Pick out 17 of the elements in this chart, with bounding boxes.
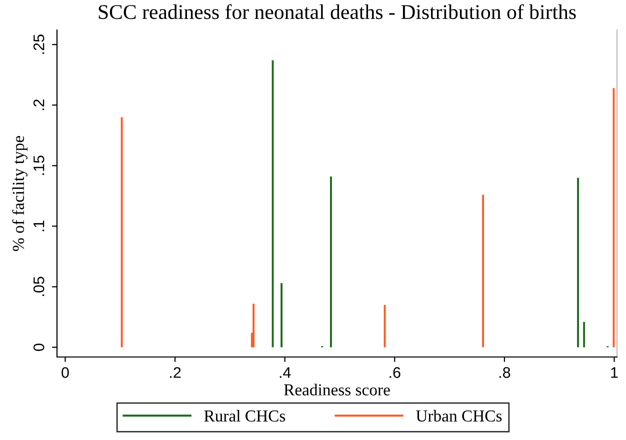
x-tick-label: 0 bbox=[62, 367, 69, 378]
x-axis-title: Readiness score bbox=[284, 384, 390, 396]
y-tick-label: 0 bbox=[33, 344, 44, 351]
legend-label: Urban CHCs bbox=[416, 410, 502, 422]
y-tick-label: .05 bbox=[33, 276, 44, 296]
y-tick-label: .25 bbox=[33, 34, 44, 54]
x-tick-label: .6 bbox=[390, 367, 400, 378]
x-tick-label: .2 bbox=[170, 367, 181, 378]
x-tick-label: .8 bbox=[499, 367, 510, 378]
x-tick-label: 1 bbox=[611, 367, 618, 378]
y-tick-label: .1 bbox=[34, 220, 44, 232]
chart-title: SCC readiness for neonatal deaths - Distribution of births bbox=[98, 4, 576, 20]
y-tick-label: .15 bbox=[34, 156, 44, 175]
y-tick-label: .2 bbox=[33, 99, 44, 110]
legend-label: Rural CHCs bbox=[204, 410, 286, 422]
x-tick-label: .4 bbox=[280, 367, 291, 378]
y-axis-title: % of facility type bbox=[12, 136, 28, 252]
